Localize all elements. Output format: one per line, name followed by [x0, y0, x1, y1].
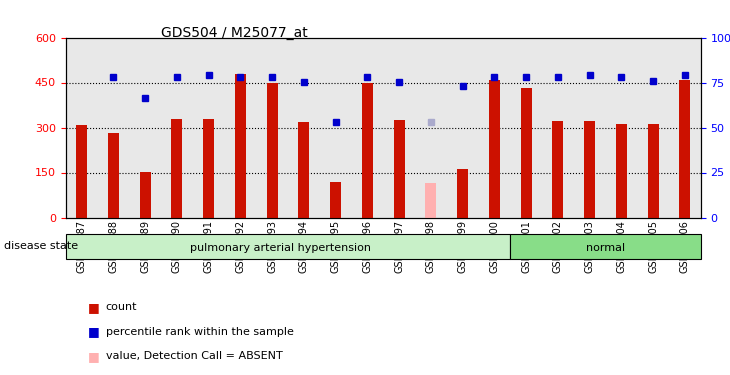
- Text: ■: ■: [88, 374, 99, 375]
- Bar: [266, 82, 277, 218]
- Bar: [553, 121, 564, 218]
- Bar: [489, 80, 500, 218]
- FancyBboxPatch shape: [510, 234, 701, 259]
- FancyBboxPatch shape: [66, 234, 510, 259]
- Bar: [108, 133, 119, 218]
- Bar: [680, 80, 691, 218]
- Bar: [330, 182, 341, 218]
- Bar: [235, 74, 246, 217]
- Text: percentile rank within the sample: percentile rank within the sample: [106, 327, 293, 337]
- Bar: [616, 124, 627, 218]
- Bar: [203, 118, 214, 218]
- Bar: [584, 121, 595, 218]
- Text: GDS504 / M25077_at: GDS504 / M25077_at: [161, 26, 307, 40]
- Text: pulmonary arterial hypertension: pulmonary arterial hypertension: [190, 243, 371, 253]
- Bar: [648, 124, 658, 218]
- Bar: [362, 82, 373, 218]
- Bar: [299, 122, 310, 218]
- Bar: [172, 118, 182, 218]
- Text: disease state: disease state: [4, 241, 78, 250]
- Bar: [426, 183, 437, 218]
- Text: ■: ■: [88, 301, 99, 314]
- Bar: [457, 169, 468, 217]
- Bar: [76, 125, 87, 218]
- Text: value, Detection Call = ABSENT: value, Detection Call = ABSENT: [106, 351, 283, 361]
- Bar: [393, 120, 404, 218]
- Text: ■: ■: [88, 350, 99, 363]
- Bar: [520, 88, 531, 218]
- Bar: [139, 172, 150, 217]
- Text: ■: ■: [88, 326, 99, 338]
- Text: normal: normal: [586, 243, 625, 253]
- Text: count: count: [106, 303, 137, 312]
